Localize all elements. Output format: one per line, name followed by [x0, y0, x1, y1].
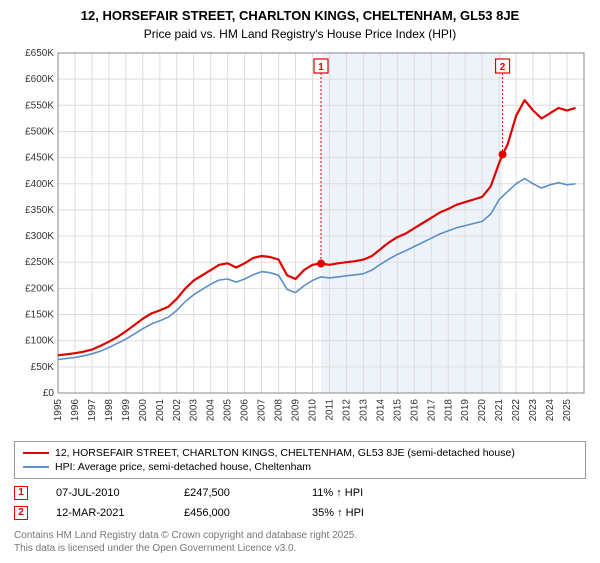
- svg-text:£250K: £250K: [25, 257, 54, 268]
- svg-text:2: 2: [500, 62, 506, 73]
- events-table: 1 07-JUL-2010 £247,500 11% ↑ HPI 2 12-MA…: [14, 483, 586, 523]
- legend-label: 12, HORSEFAIR STREET, CHARLTON KINGS, CH…: [55, 447, 515, 459]
- event-row: 2 12-MAR-2021 £456,000 35% ↑ HPI: [14, 503, 586, 523]
- svg-text:2025: 2025: [562, 398, 573, 421]
- legend-swatch: [23, 466, 49, 468]
- svg-text:£400K: £400K: [25, 179, 54, 190]
- svg-text:2013: 2013: [358, 398, 369, 421]
- svg-text:2021: 2021: [494, 398, 505, 421]
- svg-text:£200K: £200K: [25, 283, 54, 294]
- event-date: 07-JUL-2010: [56, 487, 156, 499]
- svg-text:2007: 2007: [257, 398, 268, 421]
- svg-text:£150K: £150K: [25, 309, 54, 320]
- footnote-line: This data is licensed under the Open Gov…: [14, 542, 586, 555]
- svg-text:2016: 2016: [409, 398, 420, 421]
- event-price: £456,000: [184, 507, 284, 519]
- svg-text:2003: 2003: [189, 398, 200, 421]
- svg-text:1997: 1997: [87, 398, 98, 421]
- svg-text:2019: 2019: [460, 398, 471, 421]
- chart-title: 12, HORSEFAIR STREET, CHARLTON KINGS, CH…: [10, 8, 590, 25]
- svg-text:£350K: £350K: [25, 205, 54, 216]
- event-row: 1 07-JUL-2010 £247,500 11% ↑ HPI: [14, 483, 586, 503]
- legend-label: HPI: Average price, semi-detached house,…: [55, 461, 311, 473]
- svg-text:2018: 2018: [443, 398, 454, 421]
- svg-text:£550K: £550K: [25, 100, 54, 111]
- svg-text:£0: £0: [43, 388, 55, 399]
- legend-item: HPI: Average price, semi-detached house,…: [23, 460, 577, 474]
- event-date: 12-MAR-2021: [56, 507, 156, 519]
- svg-text:2002: 2002: [172, 398, 183, 421]
- event-delta: 35% ↑ HPI: [312, 507, 412, 519]
- svg-text:£650K: £650K: [25, 48, 54, 59]
- event-marker: 1: [14, 486, 28, 500]
- svg-text:2024: 2024: [545, 398, 556, 421]
- svg-text:1999: 1999: [121, 398, 132, 421]
- svg-text:1995: 1995: [53, 398, 64, 421]
- svg-text:2008: 2008: [274, 398, 285, 421]
- chart-plot: £0 £50K £100K £150K £200K £250K £300K £350K £400…: [10, 45, 590, 435]
- svg-text:£500K: £500K: [25, 126, 54, 137]
- chart-svg: £0 £50K £100K £150K £200K £250K £300K £350K £400…: [10, 45, 590, 435]
- svg-text:2010: 2010: [308, 398, 319, 421]
- svg-text:£100K: £100K: [25, 336, 54, 347]
- svg-text:2017: 2017: [426, 398, 437, 421]
- legend-item: 12, HORSEFAIR STREET, CHARLTON KINGS, CH…: [23, 446, 577, 460]
- legend: 12, HORSEFAIR STREET, CHARLTON KINGS, CH…: [14, 441, 586, 479]
- svg-text:£50K: £50K: [31, 362, 55, 373]
- footnote: Contains HM Land Registry data © Crown c…: [14, 529, 586, 555]
- svg-text:2011: 2011: [324, 398, 335, 420]
- chart-subtitle: Price paid vs. HM Land Registry's House …: [10, 27, 590, 41]
- svg-text:2000: 2000: [138, 398, 149, 421]
- svg-text:2020: 2020: [477, 398, 488, 421]
- svg-text:2006: 2006: [240, 398, 251, 421]
- svg-text:2015: 2015: [392, 398, 403, 421]
- svg-text:1: 1: [318, 62, 324, 73]
- svg-text:2022: 2022: [511, 398, 522, 421]
- svg-text:2023: 2023: [528, 398, 539, 421]
- svg-text:2005: 2005: [223, 398, 234, 421]
- svg-text:2012: 2012: [341, 398, 352, 421]
- svg-text:2001: 2001: [155, 398, 166, 421]
- svg-text:2014: 2014: [375, 398, 386, 421]
- svg-text:2009: 2009: [291, 398, 302, 421]
- svg-text:£600K: £600K: [25, 74, 54, 85]
- event-marker: 2: [14, 506, 28, 520]
- svg-text:£450K: £450K: [25, 153, 54, 164]
- svg-text:2004: 2004: [206, 398, 217, 421]
- event-delta: 11% ↑ HPI: [312, 487, 412, 499]
- legend-swatch: [23, 452, 49, 454]
- footnote-line: Contains HM Land Registry data © Crown c…: [14, 529, 586, 542]
- chart-container: 12, HORSEFAIR STREET, CHARLTON KINGS, CH…: [0, 0, 600, 563]
- event-price: £247,500: [184, 487, 284, 499]
- svg-text:£300K: £300K: [25, 231, 54, 242]
- svg-text:1996: 1996: [70, 398, 81, 421]
- svg-text:1998: 1998: [104, 398, 115, 421]
